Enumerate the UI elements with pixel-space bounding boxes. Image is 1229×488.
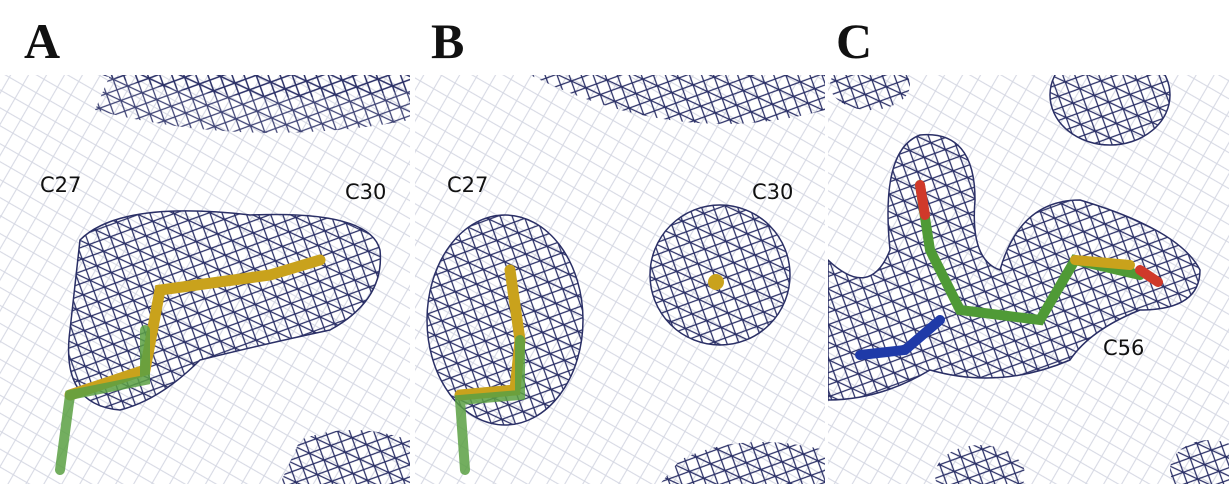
- residue-label: C56: [1103, 336, 1144, 360]
- residue-label: C27: [447, 173, 488, 197]
- panel-b-image: [415, 75, 825, 484]
- panel-letter: C: [836, 13, 872, 69]
- panel-letter: A: [24, 13, 60, 69]
- panel-a-image: [0, 75, 410, 484]
- residue-label: C27: [40, 173, 81, 197]
- panel-letter: B: [431, 13, 464, 69]
- panel-c-image: [828, 75, 1229, 484]
- residue-label: C30: [345, 180, 386, 204]
- residue-label: C30: [752, 180, 793, 204]
